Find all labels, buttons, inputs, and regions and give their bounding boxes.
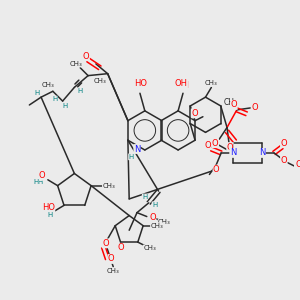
Text: O: O: [212, 139, 219, 148]
Text: CH₃: CH₃: [158, 219, 171, 225]
Text: O: O: [204, 141, 211, 150]
Text: CH₃: CH₃: [143, 245, 156, 251]
Text: O: O: [108, 254, 115, 263]
Text: CH₃: CH₃: [205, 80, 218, 86]
Text: H: H: [34, 90, 40, 96]
Text: O: O: [213, 165, 220, 174]
Text: N: N: [259, 148, 266, 158]
Text: H: H: [152, 202, 157, 208]
Text: CH₃: CH₃: [107, 268, 120, 274]
Text: H: H: [78, 88, 83, 94]
Text: OH: OH: [176, 81, 190, 90]
Text: O: O: [231, 100, 237, 109]
Text: H: H: [128, 154, 134, 160]
Text: H: H: [34, 179, 39, 185]
Text: HO: HO: [134, 79, 147, 88]
Text: HO: HO: [42, 203, 55, 212]
Text: H: H: [48, 212, 53, 218]
Text: O: O: [149, 213, 156, 222]
Text: CH₃: CH₃: [93, 79, 106, 85]
Text: CH₃: CH₃: [70, 61, 83, 67]
Text: HO: HO: [134, 81, 146, 90]
Text: N: N: [134, 145, 140, 154]
Text: O: O: [251, 103, 258, 112]
Text: CH₃: CH₃: [102, 183, 115, 189]
Text: O: O: [102, 239, 109, 248]
Text: CH₃: CH₃: [224, 98, 238, 106]
Text: O: O: [83, 52, 89, 61]
Text: H: H: [38, 179, 43, 185]
Text: O: O: [280, 156, 287, 165]
Text: O: O: [191, 109, 198, 118]
Text: H: H: [52, 96, 57, 102]
Text: O: O: [227, 142, 233, 152]
Text: H: H: [62, 103, 67, 109]
Text: H: H: [142, 194, 148, 200]
Text: O: O: [117, 244, 124, 253]
Text: O: O: [39, 171, 45, 180]
Text: CH₃: CH₃: [42, 82, 54, 88]
Text: OH: OH: [175, 79, 188, 88]
Text: O: O: [280, 139, 287, 148]
Text: N: N: [230, 148, 236, 158]
Text: O: O: [295, 160, 300, 169]
Text: CH₃: CH₃: [151, 223, 163, 229]
